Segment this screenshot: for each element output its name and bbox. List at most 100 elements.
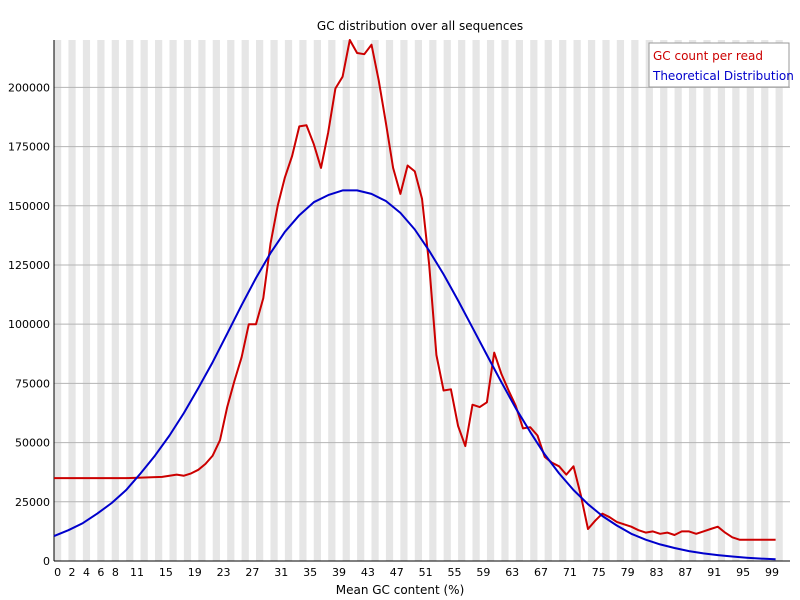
background-band — [256, 40, 264, 561]
background-band — [559, 40, 567, 561]
background-band — [104, 40, 113, 561]
background-band — [313, 40, 322, 561]
x-tick-label: 47 — [390, 566, 404, 579]
background-band — [82, 40, 91, 561]
background-band — [111, 40, 120, 561]
background-band — [364, 40, 372, 561]
y-tick-label: 200000 — [8, 81, 50, 94]
horizontal-gridlines — [54, 86, 790, 503]
x-tick-label: 83 — [650, 566, 664, 579]
background-band — [90, 40, 98, 561]
y-tick-label: 100000 — [8, 318, 50, 331]
x-tick-label: 27 — [245, 566, 259, 579]
y-tick-labels: 0 25000 50000 75000 100000 125000 150000 175000… — [8, 81, 50, 568]
background-band — [587, 40, 596, 561]
background-band — [126, 40, 134, 561]
background-band — [443, 40, 452, 561]
background-band — [508, 40, 517, 561]
background-band — [580, 40, 589, 561]
y-tick-label: 50000 — [15, 437, 50, 450]
background-band — [746, 40, 755, 561]
background-band — [638, 40, 646, 561]
background-band — [169, 40, 177, 561]
series-lines — [53, 39, 776, 561]
legend: GC count per read Theoretical Distributi… — [648, 42, 794, 88]
background-band — [479, 40, 488, 561]
background-band — [616, 40, 625, 561]
background-band — [162, 40, 170, 561]
y-tick-label: 25000 — [15, 496, 50, 509]
x-tick-label: 87 — [678, 566, 692, 579]
background-band — [494, 40, 502, 561]
x-tick-label: 79 — [621, 566, 635, 579]
background-band — [342, 40, 351, 561]
y-tick-label: 125000 — [8, 259, 50, 272]
background-band — [140, 40, 149, 561]
x-tick-label: 0 — [54, 566, 61, 579]
background-band — [212, 40, 221, 561]
x-tick-label: 8 — [112, 566, 119, 579]
x-axis-label: Mean GC content (%) — [336, 583, 465, 597]
x-tick-label: 6 — [97, 566, 104, 579]
background-band — [422, 40, 430, 561]
theoretical-distribution-line — [53, 189, 776, 561]
background-band — [198, 40, 206, 561]
background-band — [118, 40, 127, 561]
background-band — [292, 40, 300, 561]
x-tick-label: 75 — [592, 566, 606, 579]
background-band — [602, 40, 610, 561]
background-band — [458, 40, 466, 561]
y-tick-label: 0 — [43, 555, 50, 568]
x-tick-label: 2 — [69, 566, 76, 579]
background-band — [378, 40, 387, 561]
background-band — [645, 40, 654, 561]
background-band — [147, 40, 156, 561]
background-band — [270, 40, 278, 561]
background-band — [306, 40, 315, 561]
plot-background-bands — [54, 40, 791, 561]
x-tick-label: 71 — [563, 566, 577, 579]
background-band — [544, 40, 553, 561]
background-band — [753, 40, 762, 561]
x-tick-label: 99 — [765, 566, 779, 579]
background-band — [400, 40, 408, 561]
legend-box — [648, 42, 790, 88]
background-band — [393, 40, 401, 561]
background-band — [176, 40, 185, 561]
background-band — [68, 40, 76, 561]
x-tick-label: 59 — [476, 566, 490, 579]
background-band — [631, 40, 639, 561]
background-band — [717, 40, 726, 561]
background-band — [436, 40, 444, 561]
background-band — [234, 40, 242, 561]
background-band — [725, 40, 733, 561]
y-tick-label: 75000 — [15, 377, 50, 390]
background-band — [696, 40, 704, 561]
background-band — [551, 40, 560, 561]
background-band — [667, 40, 675, 561]
background-band — [501, 40, 509, 561]
legend-entry-gc-count: GC count per read — [653, 49, 763, 63]
x-tick-label: 39 — [332, 566, 346, 579]
background-band — [54, 40, 62, 561]
background-band — [768, 40, 776, 561]
x-tick-label: 15 — [159, 566, 173, 579]
x-tick-label: 95 — [736, 566, 750, 579]
background-band — [515, 40, 524, 561]
background-band — [523, 40, 531, 561]
background-band — [414, 40, 423, 561]
background-band — [782, 40, 791, 561]
background-band — [349, 40, 358, 561]
background-band — [566, 40, 574, 561]
x-tick-label: 55 — [447, 566, 461, 579]
background-band — [183, 40, 192, 561]
background-band — [573, 40, 582, 561]
background-band — [660, 40, 668, 561]
background-band — [688, 40, 697, 561]
x-tick-label: 23 — [217, 566, 231, 579]
background-band — [219, 40, 228, 561]
background-band — [371, 40, 380, 561]
x-tick-labels: 0 2 4 6 8 11 15 19 23 27 31 35 39 43 47 51 55 59 63 67 71 75 7… — [54, 566, 779, 579]
background-band — [227, 40, 235, 561]
y-tick-label: 175000 — [8, 141, 50, 154]
